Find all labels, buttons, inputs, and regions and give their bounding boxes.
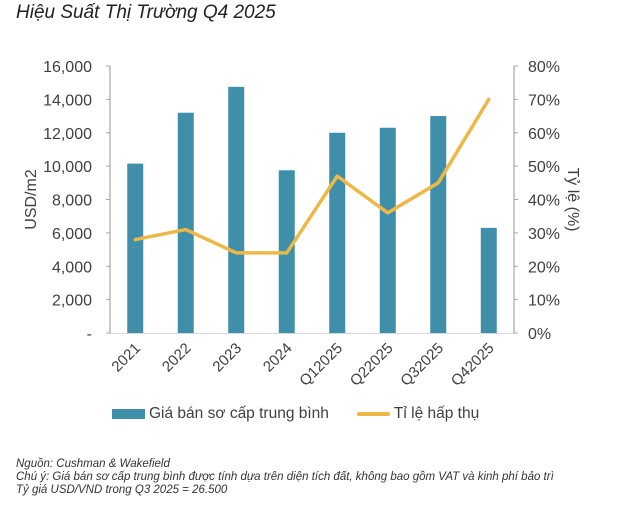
exchange-rate-note: Tỷ giá USD/VND trong Q3 2025 = 26.500: [16, 484, 228, 496]
x-tick-label: 2023: [209, 340, 245, 376]
x-tick-label: 2022: [159, 340, 195, 376]
right-tick-label: 40%: [528, 193, 560, 210]
legend-item-bar: Giá bán sơ cấp trung bình: [112, 405, 329, 423]
bar-2023: [228, 86, 245, 333]
bar-Q32025: [430, 116, 447, 333]
x-tick-label: 2021: [108, 340, 144, 376]
x-tick-label: Q32025: [397, 340, 447, 390]
bar-2021: [127, 163, 144, 333]
bar-Q22025: [379, 127, 396, 334]
left-axis-title: USD/m2: [23, 169, 40, 230]
left-tick-label: 6,000: [52, 226, 92, 243]
chart: - 2,000 4,000 6,000 8,000 10,000 12,000 14,000 1…: [23, 59, 581, 390]
right-tick-label: 70%: [528, 92, 560, 109]
left-tick-label: 10,000: [43, 159, 92, 176]
legend-bar-label: Giá bán sơ cấp trung bình: [149, 405, 329, 422]
left-tick-label: -: [87, 326, 92, 343]
right-tick-label: 20%: [528, 259, 560, 276]
bar-2022: [177, 112, 194, 333]
bar-series: [127, 86, 497, 334]
left-tick-label: 4,000: [52, 259, 92, 276]
x-tick-label: Q42025: [448, 340, 498, 390]
left-tick-label: 14,000: [43, 92, 92, 109]
right-axis-title: Tỷ lệ (%): [564, 168, 581, 232]
footnotes: Nguồn: Cushman & Wakefield Chú ý: Giá bá…: [16, 458, 554, 497]
right-tick-label: 0%: [528, 326, 551, 343]
line-series: [133, 97, 491, 255]
legend-item-line: Tỉ lệ hấp thụ: [356, 405, 480, 423]
x-tick-label: Q22025: [347, 340, 397, 390]
right-tick-label: 80%: [528, 59, 560, 76]
right-tick-label: 60%: [528, 126, 560, 143]
left-tick-label: 12,000: [43, 126, 92, 143]
right-tick-label: 30%: [528, 226, 560, 243]
x-tick-label: 2024: [260, 340, 296, 376]
legend-bar-swatch: [112, 409, 145, 419]
source-note: Nguồn: Cushman & Wakefield: [16, 458, 170, 470]
x-tick-label: Q12025: [296, 340, 346, 390]
axes: - 2,000 4,000 6,000 8,000 10,000 12,000 14,000 1…: [23, 59, 581, 390]
legend-line-label: Tỉ lệ hấp thụ: [393, 405, 480, 422]
bar-Q42025: [480, 227, 497, 333]
bar-Q12025: [329, 132, 346, 333]
legend-line-swatch: [356, 412, 390, 416]
methodology-note: Chú ý: Giá bán sơ cấp trung bình được tí…: [16, 471, 554, 483]
left-tick-label: 8,000: [52, 193, 92, 210]
right-tick-label: 50%: [528, 159, 560, 176]
left-tick-label: 16,000: [43, 59, 92, 76]
legend: Giá bán sơ cấp trung bình Tỉ lệ hấp thụ: [112, 405, 507, 423]
right-tick-label: 10%: [528, 293, 560, 310]
chart-title: Hiệu Suất Thị Trường Q4 2025: [16, 2, 276, 23]
left-tick-label: 2,000: [52, 293, 92, 310]
absorption-line: [133, 97, 491, 255]
